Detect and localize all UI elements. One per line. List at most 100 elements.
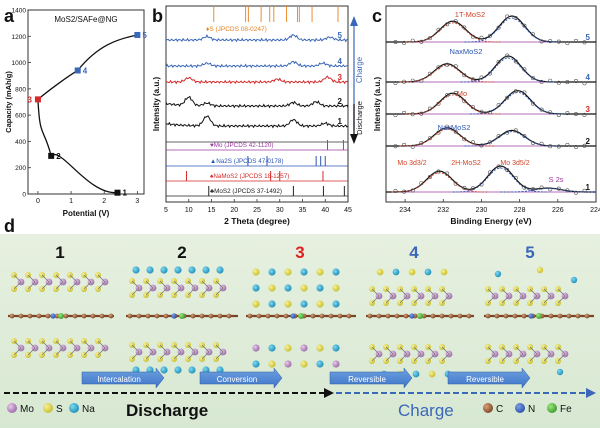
d3-bot-0-0: [252, 344, 260, 352]
d-step-arrow-4: [447, 367, 531, 389]
b-curve-1: [165, 115, 349, 129]
c-datapoint-1-13: [505, 168, 510, 173]
d5-bot-bond-a-2: [515, 346, 524, 355]
d-graphene-c-2-148: [145, 313, 151, 319]
d-graphene-c-4-379: [376, 313, 382, 319]
d2-na-row1-2: [160, 266, 168, 274]
d4-bot-bond-a-3: [413, 346, 422, 355]
d-graphene-c-1-39: [36, 313, 42, 319]
c-datapoint-5-5: [436, 27, 441, 32]
c-datapoint-3-1: [402, 110, 407, 115]
d2-bot-bond-a-5: [201, 344, 210, 353]
c-datapoint-1-12: [496, 164, 501, 169]
d2-top-bond-b-2: [159, 287, 168, 296]
panel-c-annotations: 1T-MoS2 NaxMoS2 Mo NaxMoS2 Mo 3d3/2 2H-M…: [397, 10, 563, 184]
c-datapoint-2-7: [453, 129, 458, 134]
c-datapoint-1-5: [436, 169, 441, 174]
d3-top-2-4: [316, 300, 324, 308]
d3-top-0-3: [300, 268, 308, 276]
c-datapoint-5-17: [539, 39, 544, 44]
d4-bot-bond-b-1: [385, 353, 394, 362]
c-datapoint-3-4: [427, 106, 432, 111]
panel-d-steps: Intercalation Conversion Reversible Reversi…: [81, 367, 531, 389]
d-graphene-c-1-111: [108, 313, 114, 319]
c-datapoint-2-16: [530, 141, 535, 146]
c-datapoint-5-2: [410, 38, 415, 43]
c-datapoint-3-18: [548, 110, 553, 115]
b-curve-label-2: 2: [338, 97, 343, 106]
c-datapoint-4-15: [522, 67, 527, 72]
c-annot-mo3d32: Mo 3d3/2: [397, 160, 426, 167]
d3-bot-0-4: [316, 344, 324, 352]
c-datapoint-4-5: [436, 65, 441, 70]
d-graphene-c-2-166: [163, 313, 169, 319]
c-datapoint-3-0: [393, 113, 398, 118]
a-point-label-3: 3: [27, 95, 32, 104]
c-datapoint-1-0: [393, 189, 398, 194]
c-annot-namos-2: NaxMoS2: [438, 123, 471, 132]
d-graphene-c-1-48: [45, 313, 51, 319]
d-graphene-c-2-139: [136, 313, 142, 319]
d-graphene-fe-3: [298, 313, 304, 319]
panel-c: c Intensity (a.u.) Binding Energy (eV) 2…: [372, 5, 600, 226]
c-datapoint-1-4: [427, 175, 432, 180]
d2-top-bond-a-4: [187, 280, 196, 289]
d-graphene-c-1-57: [54, 313, 60, 319]
panel-b-reference-labels: ♥Mo (JPCDS 42-1120) ▲Na2S (JPCDS 47-0178)…: [210, 142, 289, 195]
c-xtick-label-1: 232: [437, 207, 449, 214]
d-graphene-c-4-433: [430, 313, 436, 319]
d-graphene-c-5-560: [557, 313, 563, 319]
d-graphene-c-3-250: [247, 313, 253, 319]
d1-bot-bond-b-2: [41, 347, 50, 356]
panel-c-curves: 5 4 3 2 1: [386, 14, 596, 195]
d-graphene-c-2-130: [127, 313, 133, 319]
d4-bot-bond-a-0: [371, 346, 380, 355]
d2-bot-bond-a-0: [131, 344, 140, 353]
c-datapoint-4-7: [453, 64, 458, 69]
d2-bot-bond-a-2: [159, 344, 168, 353]
c-datapoint-2-19: [556, 144, 561, 149]
d-graphene-c-5-506: [503, 313, 509, 319]
d2-na-row1-0: [132, 266, 140, 274]
d3-bot-0-3: [300, 344, 308, 352]
d1-top-bond-a-0: [13, 274, 22, 283]
c-datapoint-4-13: [505, 53, 510, 58]
d-graphene-fe-2: [179, 313, 185, 319]
c-component-2-1: [464, 131, 560, 147]
c-component-4-0: [399, 64, 495, 83]
c-datapoint-1-20: [565, 188, 570, 193]
d4-loose-0: [376, 268, 384, 276]
c-datapoint-5-8: [462, 25, 467, 30]
d-graphene-fe-4: [417, 313, 423, 319]
c-datapoint-5-14: [513, 15, 518, 20]
a-point-label-4: 4: [83, 66, 88, 75]
d5-loose-0: [494, 270, 502, 278]
d4-top-bond-a-4: [427, 288, 436, 297]
d-step-label-1: Intercalation: [97, 375, 141, 384]
a-ytick-label-7: 1400: [12, 8, 27, 15]
c-datapoint-5-6: [445, 22, 450, 27]
d2-top-bond-b-4: [187, 287, 196, 296]
b-xtick-label-1: 10: [185, 207, 193, 214]
c-datapoint-4-20: [565, 80, 570, 85]
c-xtick-label-2: 230: [476, 207, 488, 214]
c-datapoint-2-15: [522, 134, 527, 139]
c-datapoint-1-10: [479, 182, 484, 187]
c-annot-mo: Mo: [457, 89, 467, 98]
c-datapoint-5-12: [496, 25, 501, 30]
c-xtick-label-5: 224: [590, 207, 600, 214]
d-graphene-c-4-397: [394, 313, 400, 319]
d-graphene-c-2-157: [154, 313, 160, 319]
a-xtick-label-0: 0: [36, 198, 40, 205]
c-datapoint-3-11: [487, 110, 492, 115]
d1-top-bond-b-4: [69, 281, 78, 290]
legend-s-label: S: [56, 404, 63, 415]
d-step-label-3: Reversible: [348, 375, 386, 384]
d-graphene-c-2-229: [226, 313, 232, 319]
b-curve-label-5: 5: [338, 31, 343, 40]
b-ref-label-2: ▲Na2S (JPCDS 47-0178): [210, 158, 283, 165]
d2-na-row1-5: [202, 266, 210, 274]
c-datapoint-1-15: [522, 185, 527, 190]
d-graphene-fe-5: [536, 313, 542, 319]
